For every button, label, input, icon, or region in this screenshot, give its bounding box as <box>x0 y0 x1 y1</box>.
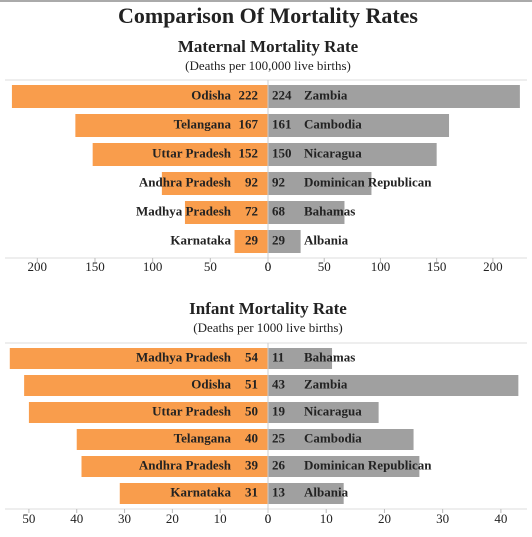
value-label: 25 <box>272 430 286 445</box>
value-label: 39 <box>245 457 259 472</box>
category-label: Karnataka <box>170 484 231 499</box>
value-label: 31 <box>245 484 258 499</box>
x-tick-label: 30 <box>436 511 449 526</box>
x-tick-label: 50 <box>22 511 35 526</box>
category-label: Odisha <box>191 376 231 391</box>
category-label: Dominican Republican <box>304 457 432 472</box>
category-label: Madhya Pradesh <box>136 203 232 218</box>
x-tick-label: 150 <box>427 259 447 274</box>
x-tick-label: 20 <box>378 511 391 526</box>
value-label: 72 <box>245 203 258 218</box>
bar <box>11 85 269 108</box>
value-label: 150 <box>272 145 292 160</box>
chart-title: Maternal Mortality Rate <box>178 37 359 56</box>
bar <box>268 172 372 195</box>
category-label: Cambodia <box>304 430 362 445</box>
x-tick-label: 40 <box>70 511 83 526</box>
bar <box>268 230 301 253</box>
x-tick-label: 150 <box>85 259 105 274</box>
value-label: 51 <box>245 376 258 391</box>
value-label: 68 <box>272 203 286 218</box>
value-label: 43 <box>272 376 286 391</box>
bar <box>75 114 268 137</box>
bar <box>268 402 379 423</box>
bar <box>24 375 268 396</box>
bar <box>92 143 269 166</box>
category-label: Telangana <box>174 430 232 445</box>
x-tick-label: 0 <box>265 259 272 274</box>
x-tick-label: 0 <box>265 259 272 274</box>
bar <box>234 230 268 253</box>
bar <box>81 456 268 477</box>
x-tick-label: 30 <box>118 511 131 526</box>
bar <box>161 172 268 195</box>
chart-subtitle: (Deaths per 100,000 live births) <box>185 58 351 73</box>
category-label: Uttar Pradesh <box>152 145 232 160</box>
category-label: Andhra Pradesh <box>139 174 232 189</box>
value-label: 26 <box>272 457 286 472</box>
x-tick-label: 200 <box>483 259 503 274</box>
bar <box>28 402 269 423</box>
category-label: Madhya Pradesh <box>136 349 232 364</box>
value-label: 152 <box>239 145 259 160</box>
x-tick-label: 200 <box>28 259 48 274</box>
category-label: Dominican Republican <box>304 174 432 189</box>
category-label: Bahamas <box>304 349 355 364</box>
bar <box>268 201 345 224</box>
x-tick-label: 0 <box>265 511 272 526</box>
value-label: 19 <box>272 403 286 418</box>
chart-subtitle: (Deaths per 1000 live births) <box>193 320 342 335</box>
x-tick-label: 0 <box>265 511 272 526</box>
bar <box>268 114 450 137</box>
bar <box>76 429 269 450</box>
value-label: 50 <box>245 403 258 418</box>
category-label: Zambia <box>304 376 348 391</box>
bar <box>268 483 344 504</box>
category-label: Odisha <box>191 87 231 102</box>
x-tick-label: 50 <box>318 259 331 274</box>
bar <box>268 429 414 450</box>
value-label: 54 <box>245 349 259 364</box>
x-tick-label: 100 <box>371 259 391 274</box>
bar <box>268 456 420 477</box>
category-label: Nicaragua <box>304 145 362 160</box>
category-label: Karnataka <box>170 232 231 247</box>
x-tick-label: 50 <box>204 259 217 274</box>
bar <box>184 201 268 224</box>
x-tick-label: 10 <box>214 511 227 526</box>
value-label: 40 <box>245 430 258 445</box>
value-label: 13 <box>272 484 286 499</box>
category-label: Nicaragua <box>304 403 362 418</box>
category-label: Telangana <box>174 116 232 131</box>
value-label: 167 <box>239 116 259 131</box>
category-label: Albania <box>304 232 349 247</box>
category-label: Uttar Pradesh <box>152 403 232 418</box>
category-label: Bahamas <box>304 203 355 218</box>
x-tick-label: 100 <box>143 259 163 274</box>
x-tick-label: 20 <box>166 511 179 526</box>
category-label: Albania <box>304 484 349 499</box>
bar <box>268 348 333 369</box>
category-label: Zambia <box>304 87 348 102</box>
x-tick-label: 40 <box>494 511 507 526</box>
bar <box>268 85 520 108</box>
value-label: 29 <box>245 232 259 247</box>
x-tick-label: 10 <box>320 511 333 526</box>
value-label: 161 <box>272 116 292 131</box>
category-label: Andhra Pradesh <box>139 457 232 472</box>
value-label: 92 <box>272 174 285 189</box>
category-label: Cambodia <box>304 116 362 131</box>
bar <box>268 143 437 166</box>
value-label: 222 <box>239 87 259 102</box>
value-label: 29 <box>272 232 286 247</box>
bar <box>268 375 519 396</box>
bar <box>9 348 268 369</box>
value-label: 92 <box>245 174 258 189</box>
chart-title: Infant Mortality Rate <box>189 299 347 318</box>
value-label: 11 <box>272 349 284 364</box>
value-label: 224 <box>272 87 292 102</box>
page-title: Comparison Of Mortality Rates <box>118 3 418 28</box>
bar <box>119 483 268 504</box>
